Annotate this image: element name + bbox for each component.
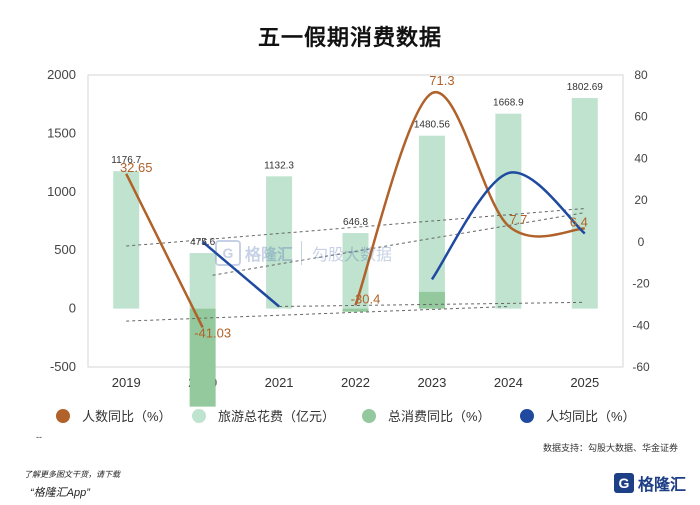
brand-logo-text: 格隆汇 (637, 477, 686, 494)
legend-label: 人数同比（%） (82, 409, 172, 424)
bar-consumption-yoy (418, 291, 445, 309)
y-left-tick-label: 1500 (47, 125, 76, 140)
people-yoy-data-label: -30.4 (351, 291, 381, 306)
legend-swatch-icon (56, 408, 70, 423)
y-right-tick-label: 80 (634, 68, 648, 82)
x-tick-label: 2025 (570, 375, 599, 390)
legend-label: 人均同比（%） (546, 409, 636, 424)
brand-logo-icon: G (613, 473, 634, 493)
legend-swatch-icon (362, 408, 376, 423)
y-right-tick-label: 20 (634, 193, 648, 207)
y-right-tick-label: -60 (632, 360, 650, 374)
chart-title: 五一假期消费数据 (257, 25, 442, 50)
people-yoy-data-label: 32.65 (120, 160, 153, 175)
x-tick-label: 2023 (417, 375, 446, 390)
legend-item-per-capita-yoy: 人均同比（%） (520, 406, 636, 425)
line-per-capita-yoy (201, 240, 280, 308)
watermark: G 格隆汇 勾股大数据 (215, 240, 392, 266)
y-right-tick-label: 0 (638, 235, 645, 249)
plot-frame (87, 74, 624, 368)
bar-consumption-yoy (189, 308, 216, 407)
bar-data-label: 1480.56 (414, 120, 451, 131)
dash-mark: -- (36, 432, 42, 442)
x-tick-label: 2021 (265, 375, 294, 390)
y-right-tick-label: -40 (632, 318, 650, 332)
trend-line (126, 207, 585, 247)
bar-total-spend (342, 233, 369, 309)
trend-line (212, 212, 585, 276)
x-tick-label: 2024 (494, 375, 523, 390)
y-right-tick-label: 60 (634, 110, 648, 124)
legend-swatch-icon (520, 408, 534, 423)
bar-consumption-yoy (342, 308, 369, 312)
bar-data-label: 1132.3 (264, 160, 294, 171)
bar-data-label: 646.8 (343, 217, 368, 228)
watermark-brand: 格隆汇 (245, 247, 294, 264)
y-left-tick-label: 2000 (47, 67, 76, 82)
people-yoy-data-label: 7.7 (509, 212, 527, 227)
people-yoy-data-label: 6.4 (570, 215, 588, 230)
x-tick-label: 2022 (341, 375, 370, 390)
y-left-tick-label: 0 (69, 301, 76, 316)
bar-total-spend (189, 253, 216, 309)
footer-app-name: “格隆汇App” (30, 487, 90, 499)
line-per-capita-yoy (430, 171, 586, 281)
watermark-separator (301, 241, 303, 265)
legend-swatch-icon (192, 408, 206, 423)
trend-line (279, 301, 585, 308)
legend-item-total-spend: 旅游总花费（亿元） (192, 406, 335, 425)
y-right-tick-label: 40 (634, 151, 648, 165)
legend-label: 总消费同比（%） (388, 409, 491, 424)
bar-data-label: 1802.69 (567, 82, 604, 93)
brand-logo: G 格隆汇 (613, 471, 686, 495)
bar-data-label: 475.6 (190, 237, 215, 248)
bar-total-spend (266, 176, 293, 309)
y-left-tick-label: 500 (54, 242, 76, 257)
watermark-logo-icon: G (215, 240, 241, 266)
legend-item-people-yoy: 人数同比（%） (56, 406, 172, 425)
people-yoy-data-label: -41.03 (194, 325, 231, 340)
chart-legend: 人数同比（%） 旅游总花费（亿元） 总消费同比（%） 人均同比（%） (0, 406, 700, 430)
line-people-yoy (354, 91, 585, 306)
x-tick-label: 2019 (112, 375, 141, 390)
people-yoy-data-label: 71.3 (429, 73, 454, 88)
data-source: 数据支持：勾股大数据、华金证券 (542, 443, 678, 453)
watermark-site: 勾股大数据 (312, 247, 393, 264)
bar-total-spend (418, 135, 445, 309)
bar-data-label: 1668.9 (493, 98, 524, 109)
bar-total-spend (495, 113, 522, 309)
y-left-tick-label: -500 (50, 359, 76, 374)
y-left-tick-label: 1000 (47, 184, 76, 199)
y-right-tick-label: -20 (632, 277, 650, 291)
bar-total-spend (113, 171, 140, 309)
bar-data-label: 1176.7 (111, 155, 141, 166)
legend-item-consumption-yoy: 总消费同比（%） (362, 406, 491, 425)
bar-total-spend (571, 98, 598, 309)
line-people-yoy (125, 173, 204, 328)
legend-label: 旅游总花费（亿元） (218, 409, 336, 424)
footer-promo-text: 了解更多图文干货，请下载 (24, 470, 120, 479)
trend-line (126, 306, 509, 322)
